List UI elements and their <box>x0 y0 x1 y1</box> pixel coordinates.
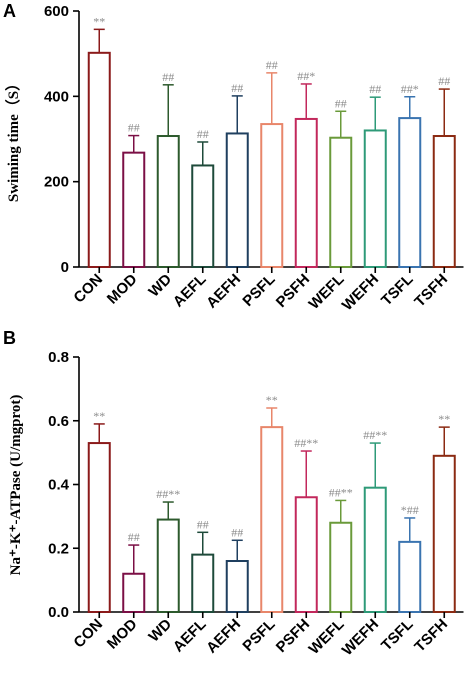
x-tick-label: TSFH <box>411 616 451 656</box>
x-tick-label: AEFL <box>170 616 210 656</box>
bar <box>156 135 180 268</box>
bar <box>122 572 146 613</box>
x-tick-label: TSFH <box>411 271 451 311</box>
y-tick-label: 0.0 <box>48 604 69 621</box>
significance-label: ## <box>128 121 140 135</box>
significance-label: ## <box>335 96 347 110</box>
x-tick-label: MOD <box>104 616 141 653</box>
x-tick-label: CON <box>70 616 106 652</box>
significance-label: ##** <box>156 487 180 501</box>
y-tick-label: 200 <box>44 174 69 191</box>
significance-label: ##** <box>329 485 353 499</box>
x-tick-label: WEFH <box>339 616 382 659</box>
bar <box>363 129 387 268</box>
x-tick-label: AEFH <box>203 616 244 657</box>
y-tick-label: 0.6 <box>48 413 69 430</box>
x-tick-label: TSFL <box>378 271 417 310</box>
x-tick-label: MOD <box>104 271 141 308</box>
x-tick-label: PSFH <box>273 616 313 656</box>
x-tick-label: AEFL <box>170 271 210 311</box>
significance-label: ## <box>197 127 209 141</box>
x-tick-label: WEFL <box>306 616 348 658</box>
bar <box>191 164 215 269</box>
significance-label: ## <box>231 81 243 95</box>
x-tick-label: WD <box>145 271 175 301</box>
bar <box>398 117 422 268</box>
y-tick-label: 0.4 <box>48 477 70 494</box>
bar <box>294 117 318 268</box>
bar <box>122 151 146 268</box>
chart-a: 0 200 400 600 Swiming time（S） CON ** MOD ## WD ## A… <box>4 3 464 314</box>
significance-label: ##* <box>297 69 315 83</box>
bar <box>191 553 215 613</box>
y-tick-label: 0.2 <box>48 540 69 557</box>
significance-label: ## <box>266 58 278 72</box>
x-tick-label: TSFL <box>378 616 417 655</box>
x-tick-label: PSFL <box>239 271 278 310</box>
bar <box>87 442 111 613</box>
x-tick-label: PSFH <box>273 271 313 311</box>
significance-label: ** <box>93 14 105 28</box>
bar <box>329 136 353 268</box>
chart-b: 0.0 0.2 0.4 0.6 0.8 Na⁺-K⁺-ATPase (U/mgprot) C… <box>8 349 464 659</box>
y-axis-title: Swiming time（S） <box>4 76 22 202</box>
significance-label: ** <box>266 393 278 407</box>
bar <box>432 454 456 613</box>
significance-label: ## <box>231 525 243 539</box>
y-tick-label: 0.8 <box>48 349 69 366</box>
bar <box>398 540 422 613</box>
significance-label: ##** <box>363 428 387 442</box>
panel-label-a: A <box>3 1 16 21</box>
y-tick-label: 0 <box>61 259 69 276</box>
bar <box>87 51 111 268</box>
x-tick-label: PSFL <box>239 616 278 655</box>
bar <box>363 486 387 613</box>
bar <box>432 135 456 268</box>
significance-label: ##** <box>294 436 318 450</box>
x-tick-label: WD <box>145 616 175 646</box>
significance-label: ** <box>93 409 105 423</box>
significance-label: *## <box>401 503 419 517</box>
significance-label: ## <box>197 517 209 531</box>
significance-label: ## <box>128 530 140 544</box>
y-axis-title: Na⁺-K⁺-ATPase (U/mgprot) <box>8 395 24 576</box>
significance-label: ##* <box>401 82 419 96</box>
panel-label-b: B <box>3 328 16 348</box>
bar <box>156 518 180 613</box>
bar <box>260 123 284 268</box>
significance-label: ## <box>369 82 381 96</box>
x-tick-label: AEFH <box>203 271 244 312</box>
bar <box>225 132 249 268</box>
y-tick-label: 400 <box>44 88 69 105</box>
bar <box>260 426 284 613</box>
x-tick-label: CON <box>70 271 106 307</box>
y-tick-label: 600 <box>44 3 69 20</box>
bar <box>329 521 353 613</box>
bar <box>294 496 318 613</box>
significance-label: ** <box>438 412 450 426</box>
significance-label: ## <box>438 74 450 88</box>
significance-label: ## <box>162 70 174 84</box>
x-tick-label: WEFL <box>306 271 348 313</box>
x-tick-label: WEFH <box>339 271 382 314</box>
bar <box>225 560 249 613</box>
